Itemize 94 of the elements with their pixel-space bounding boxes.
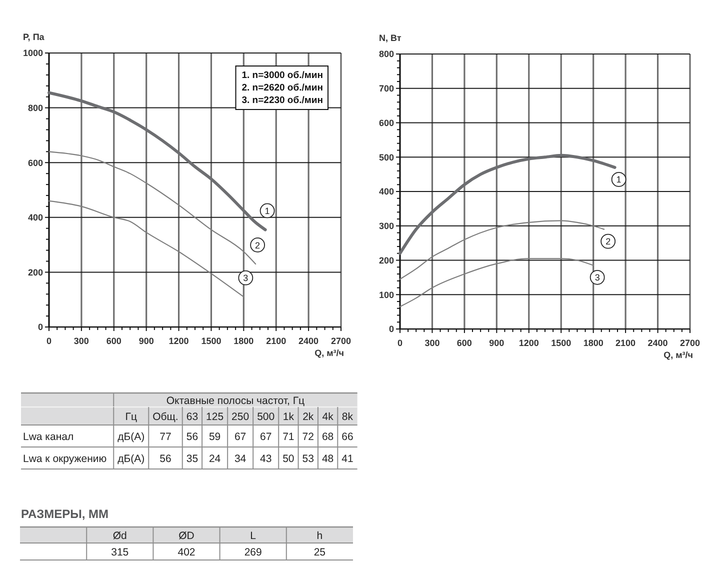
x-tick-label: 2400 [648, 338, 668, 348]
text: 24 [208, 452, 221, 465]
y-tick-label: 0 [388, 324, 394, 334]
series-label: 1 [616, 174, 622, 185]
x-tick-label: 0 [46, 336, 52, 346]
x-axis-title: Q, м³/ч [314, 348, 344, 358]
series-label: 2 [255, 240, 260, 250]
text: 43 [260, 452, 272, 465]
text: 67 [234, 430, 246, 443]
text: дБ(А) [118, 452, 145, 465]
line-series [48, 151, 256, 265]
category-label: 2k [302, 410, 314, 423]
x-tick-label: 1800 [583, 338, 604, 348]
series-label: 3 [243, 273, 248, 284]
text: 56 [186, 430, 198, 443]
text: 77 [160, 430, 172, 443]
text: РАЗМЕРЫ, ММ [21, 507, 109, 521]
y-tick-label: 200 [28, 267, 43, 278]
text: 269 [244, 546, 262, 558]
text: 34 [234, 452, 246, 465]
series-label: 3 [594, 272, 600, 283]
y-tick-label: 400 [378, 186, 394, 197]
category-label: Lwa канал [23, 430, 74, 443]
text: 72 [302, 430, 314, 443]
text: 56 [160, 452, 172, 465]
category-label: 125 [206, 410, 224, 423]
y-tick-label: 500 [378, 152, 394, 162]
line-series [48, 200, 244, 298]
x-tick-label: 2700 [680, 338, 700, 348]
y-tick-label: 100 [378, 290, 394, 300]
category-label: 500 [257, 410, 275, 423]
x-tick-label: 1800 [234, 336, 254, 346]
x-tick-label: 1500 [551, 338, 572, 348]
series-label: 1 [264, 206, 270, 216]
text: 41 [342, 452, 354, 465]
category-label: ØD [178, 530, 195, 542]
text: Октавные полосы частот, Гц [166, 395, 305, 407]
y-axis-title: N, Вт [378, 33, 402, 43]
text: 68 [322, 430, 334, 443]
category-label: Ød [112, 530, 128, 542]
text: 71 [282, 430, 294, 443]
category-label: 250 [232, 410, 250, 423]
category-label: Гц [125, 410, 137, 423]
category-label: L [250, 530, 256, 542]
y-tick-label: 300 [378, 221, 394, 232]
text: дБ(А) [118, 430, 145, 443]
y-tick-label: 1000 [22, 48, 43, 58]
x-axis-title: Q, м³/ч [664, 350, 693, 360]
y-tick-label: 200 [378, 255, 394, 266]
annotation: 3. n=2230 об./мин [242, 95, 324, 106]
text: 67 [260, 430, 272, 443]
x-tick-label: 2400 [298, 336, 319, 346]
category-label: 8k [342, 410, 354, 423]
x-tick-label: 1200 [168, 336, 189, 346]
text: 50 [282, 452, 294, 465]
series-label: 2 [606, 236, 611, 247]
y-tick-label: 600 [28, 158, 43, 168]
text: 48 [322, 452, 334, 465]
x-tick-label: 300 [74, 336, 89, 346]
y-tick-label: 800 [28, 103, 43, 113]
y-tick-label: 0 [38, 322, 43, 332]
text: 59 [208, 430, 221, 443]
x-tick-label: 0 [397, 338, 403, 348]
x-tick-label: 2100 [266, 336, 286, 346]
category-label: 4k [322, 410, 334, 423]
x-tick-label: 900 [138, 336, 154, 346]
x-tick-label: 600 [456, 338, 472, 348]
text: 35 [186, 452, 198, 465]
x-tick-label: 2700 [330, 336, 352, 346]
y-tick-label: 600 [378, 118, 394, 128]
y-tick-label: 700 [378, 84, 394, 94]
text: 66 [342, 430, 354, 443]
x-tick-label: 300 [424, 338, 440, 348]
text: 402 [178, 546, 196, 558]
x-tick-label: 2100 [616, 338, 636, 348]
annotation: 2. n=2620 об./мин [242, 82, 324, 94]
x-tick-label: 1500 [201, 336, 222, 346]
line-series [399, 258, 594, 308]
y-axis-title: P, Па [22, 32, 46, 42]
annotation: 1. n=3000 об./мин [242, 70, 324, 81]
text: 25 [314, 546, 326, 558]
y-tick-label: 800 [378, 49, 394, 60]
x-tick-label: 1200 [518, 338, 539, 348]
category-label: Общ. [152, 410, 178, 423]
category-label: h [316, 530, 323, 542]
category-label: Lwa к окружению [23, 452, 107, 465]
line-series [399, 220, 605, 280]
text: 53 [302, 452, 314, 465]
x-tick-label: 900 [489, 338, 504, 348]
category-label: 63 [186, 410, 198, 423]
category-label: 1k [282, 410, 295, 423]
x-tick-label: 600 [106, 336, 122, 346]
y-tick-label: 400 [28, 212, 43, 223]
text: 315 [111, 546, 129, 558]
